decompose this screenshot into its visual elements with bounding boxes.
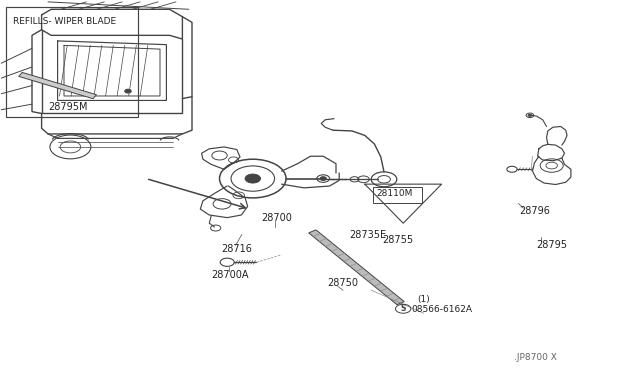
Text: S: S	[401, 304, 406, 313]
Text: REFILLS- WIPER BLADE: REFILLS- WIPER BLADE	[13, 17, 116, 26]
Circle shape	[245, 174, 260, 183]
Text: 28735E: 28735E	[349, 230, 386, 240]
Text: 28750: 28750	[328, 279, 358, 288]
Text: 28700: 28700	[261, 213, 292, 222]
Polygon shape	[308, 230, 404, 305]
Text: 28796: 28796	[520, 206, 550, 216]
Text: 28110M: 28110M	[376, 189, 413, 198]
Text: 08566-6162A: 08566-6162A	[411, 305, 472, 314]
Text: 28716: 28716	[221, 244, 252, 254]
Bar	[373, 187, 422, 203]
Circle shape	[125, 89, 131, 93]
Text: 28700A: 28700A	[211, 270, 249, 279]
Circle shape	[528, 114, 532, 116]
Text: .JP8700 X: .JP8700 X	[514, 353, 557, 362]
Text: 28795: 28795	[536, 240, 567, 250]
Text: 28795M: 28795M	[48, 102, 88, 112]
Text: 28755: 28755	[383, 235, 414, 244]
Bar	[6, 7, 138, 117]
Polygon shape	[19, 73, 97, 99]
Text: (1): (1)	[417, 295, 430, 304]
Circle shape	[320, 177, 326, 180]
